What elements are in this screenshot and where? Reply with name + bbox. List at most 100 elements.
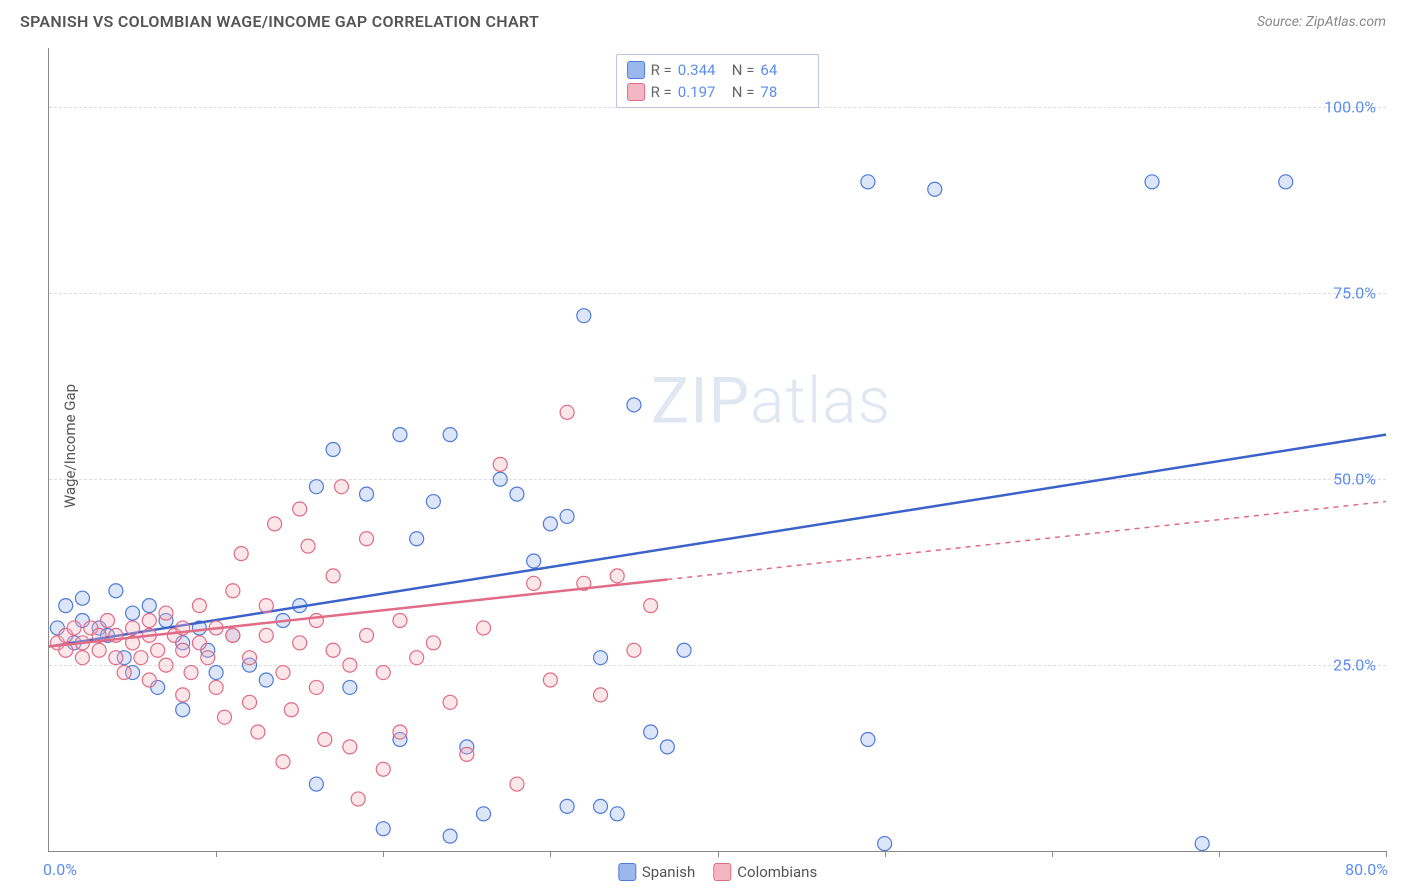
data-point xyxy=(861,732,875,746)
n-label: N = xyxy=(732,83,755,101)
chart-title: SPANISH VS COLOMBIAN WAGE/INCOME GAP COR… xyxy=(20,12,539,31)
data-point xyxy=(326,569,340,583)
data-point xyxy=(226,628,240,642)
data-point xyxy=(343,680,357,694)
data-point xyxy=(410,651,424,665)
series-legend: Spanish Colombians xyxy=(618,863,817,881)
data-point xyxy=(376,822,390,836)
data-point xyxy=(326,443,340,457)
legend-label: Spanish xyxy=(642,863,695,881)
data-point xyxy=(510,487,524,501)
data-point xyxy=(493,472,507,486)
data-point xyxy=(343,658,357,672)
data-point xyxy=(142,673,156,687)
data-point xyxy=(234,547,248,561)
data-point xyxy=(627,398,641,412)
data-point xyxy=(493,457,507,471)
data-point xyxy=(67,621,81,635)
correlation-legend: R =0.344N =64R =0.197N =78 xyxy=(616,54,820,108)
legend-item: Colombians xyxy=(713,863,817,881)
data-point xyxy=(134,651,148,665)
data-point xyxy=(192,599,206,613)
data-point xyxy=(309,777,323,791)
data-point xyxy=(59,599,73,613)
data-point xyxy=(660,740,674,754)
data-point xyxy=(301,539,315,553)
x-tick xyxy=(718,851,719,857)
data-point xyxy=(75,651,89,665)
data-point xyxy=(318,732,332,746)
data-point xyxy=(176,688,190,702)
data-point xyxy=(410,532,424,546)
data-point xyxy=(117,666,131,680)
data-point xyxy=(243,695,257,709)
data-point xyxy=(510,777,524,791)
data-point xyxy=(594,651,608,665)
data-point xyxy=(928,182,942,196)
data-point xyxy=(393,614,407,628)
data-point xyxy=(460,747,474,761)
data-point xyxy=(109,651,123,665)
trend-line xyxy=(49,579,667,646)
data-point xyxy=(360,532,374,546)
data-point xyxy=(343,740,357,754)
data-point xyxy=(644,725,658,739)
data-point xyxy=(443,428,457,442)
data-point xyxy=(627,643,641,657)
data-point xyxy=(527,576,541,590)
data-point xyxy=(217,710,231,724)
data-point xyxy=(543,673,557,687)
data-point xyxy=(861,175,875,189)
data-point xyxy=(309,614,323,628)
data-point xyxy=(142,614,156,628)
n-label: N = xyxy=(732,61,755,79)
n-value: 64 xyxy=(760,61,808,79)
r-value: 0.344 xyxy=(678,61,726,79)
legend-swatch xyxy=(627,83,645,101)
data-point xyxy=(477,621,491,635)
data-point xyxy=(284,703,298,717)
data-point xyxy=(393,725,407,739)
data-point xyxy=(426,636,440,650)
data-point xyxy=(159,606,173,620)
data-point xyxy=(209,680,223,694)
n-value: 78 xyxy=(760,83,808,101)
data-point xyxy=(878,837,892,851)
data-point xyxy=(560,509,574,523)
data-point xyxy=(293,502,307,516)
data-point xyxy=(334,480,348,494)
legend-label: Colombians xyxy=(737,863,817,881)
data-point xyxy=(151,643,165,657)
data-point xyxy=(326,643,340,657)
data-point xyxy=(644,599,658,613)
x-tick xyxy=(1219,851,1220,857)
data-point xyxy=(100,614,114,628)
data-point xyxy=(360,487,374,501)
data-point xyxy=(393,428,407,442)
data-point xyxy=(259,628,273,642)
r-label: R = xyxy=(651,83,672,101)
data-point xyxy=(184,666,198,680)
data-point xyxy=(142,599,156,613)
data-point xyxy=(226,584,240,598)
x-tick xyxy=(1386,851,1387,857)
x-tick xyxy=(383,851,384,857)
legend-swatch xyxy=(618,863,636,881)
data-point xyxy=(443,829,457,843)
data-point xyxy=(176,703,190,717)
data-point xyxy=(577,309,591,323)
data-point xyxy=(92,643,106,657)
data-point xyxy=(243,651,257,665)
data-point xyxy=(594,799,608,813)
data-point xyxy=(176,643,190,657)
x-tick xyxy=(550,851,551,857)
chart-plot-area: ZIPatlas 25.0%50.0%75.0%100.0% R =0.344N… xyxy=(48,48,1386,852)
data-point xyxy=(251,725,265,739)
data-point xyxy=(126,606,140,620)
data-point xyxy=(610,569,624,583)
legend-swatch xyxy=(713,863,731,881)
data-point xyxy=(443,695,457,709)
data-point xyxy=(360,628,374,642)
data-point xyxy=(75,591,89,605)
trend-line xyxy=(49,435,1386,647)
